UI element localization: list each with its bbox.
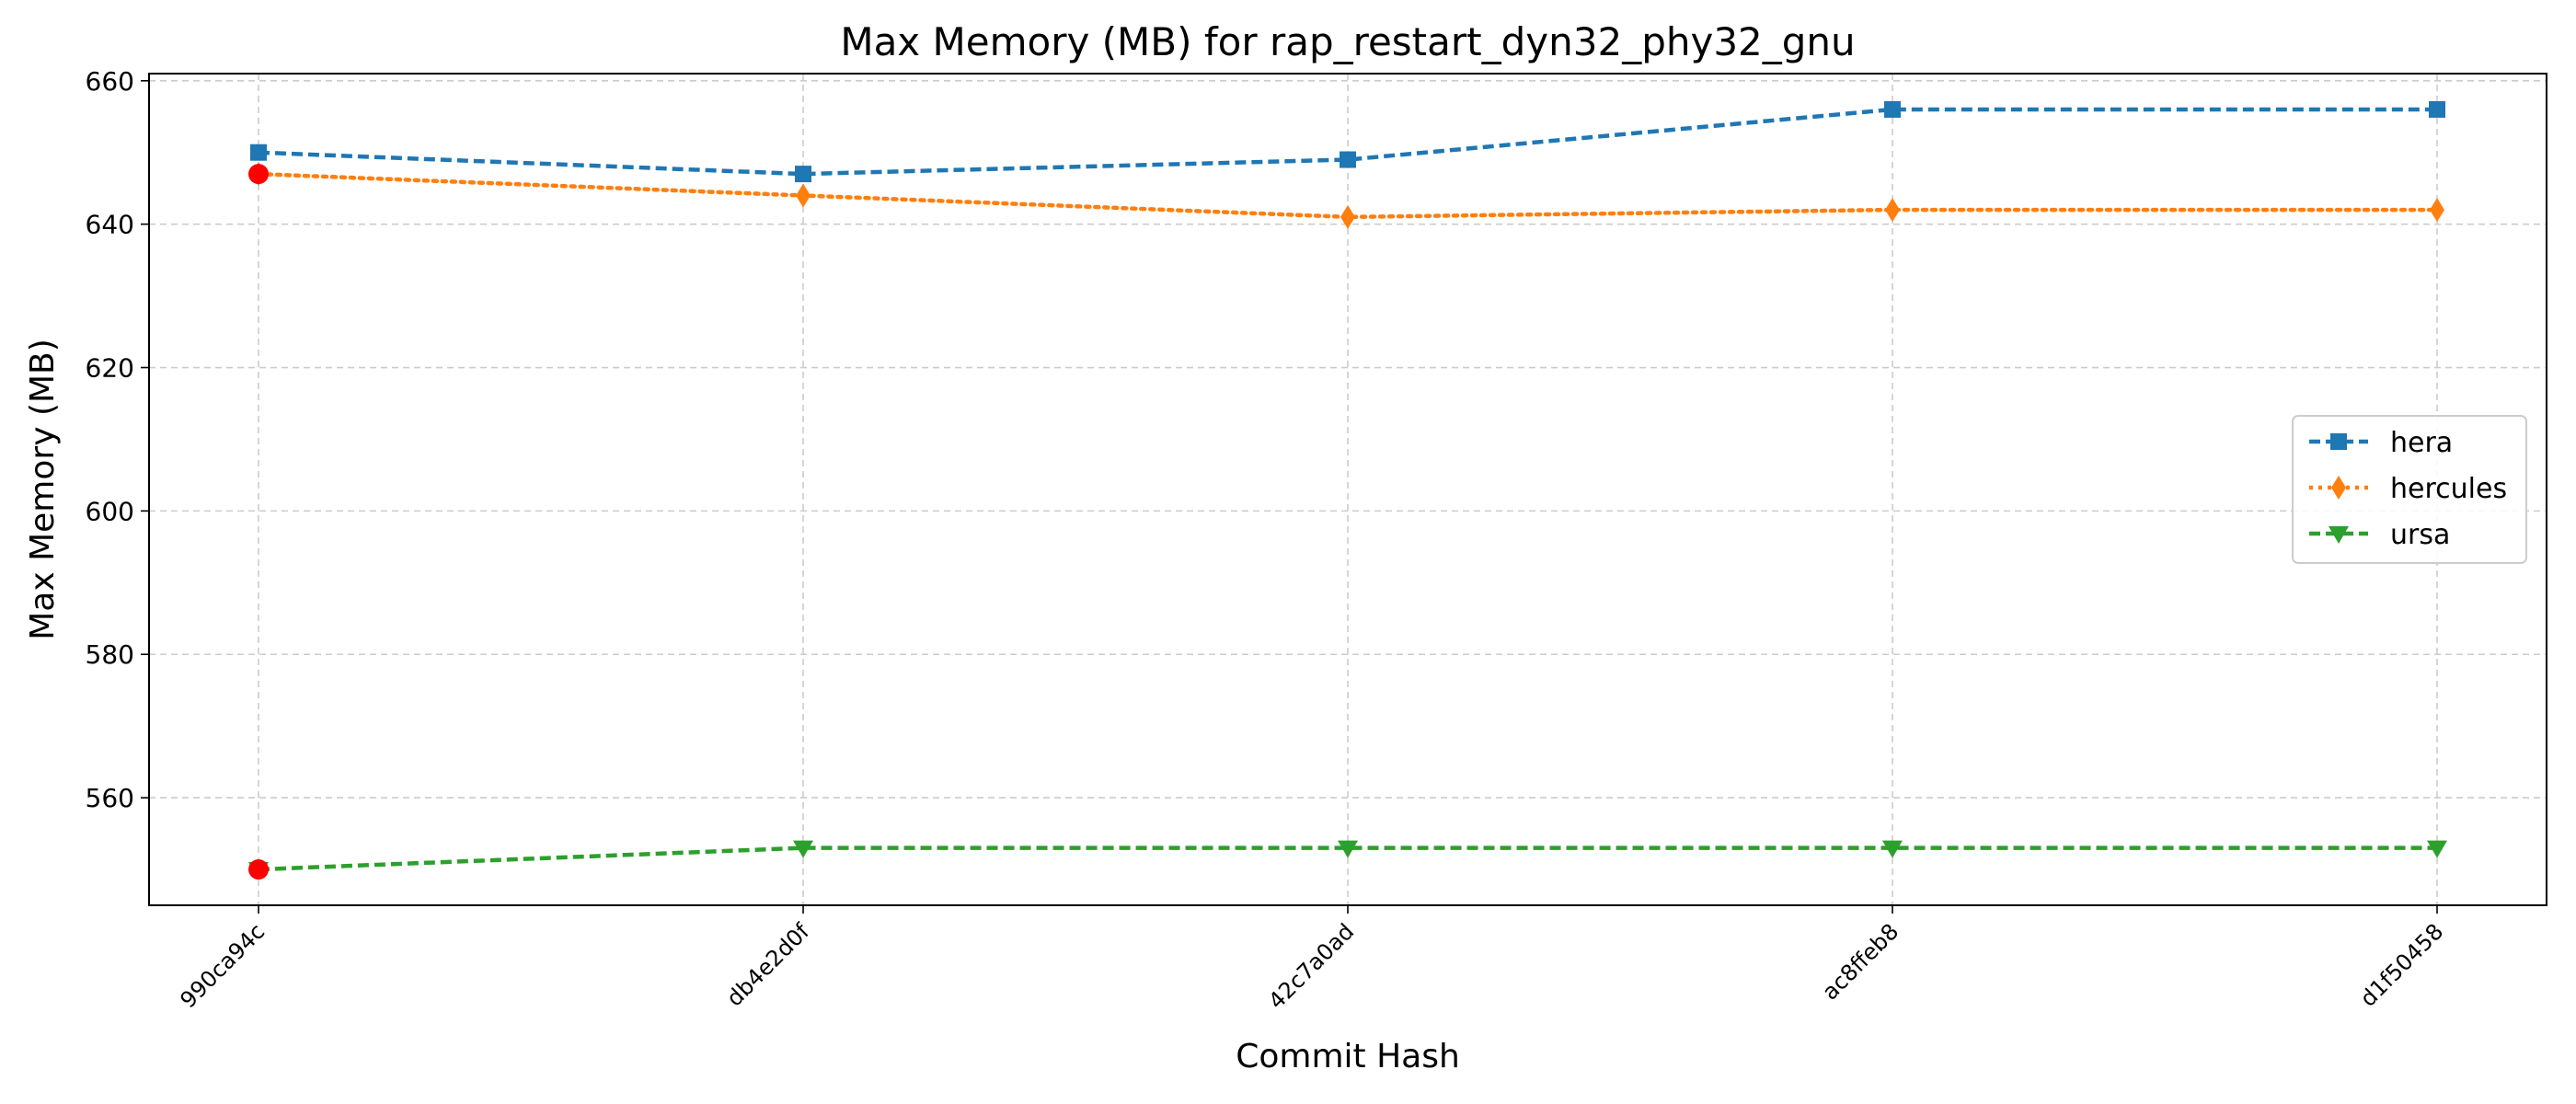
point-hercules-42c7a0ad [1340, 204, 1355, 229]
point-ursa-db4e2d0f [793, 840, 813, 858]
legend-marker-hera [2330, 433, 2347, 450]
y-tick-label-620: 620 [86, 353, 134, 384]
x-axis-label: Commit Hash [1236, 1038, 1460, 1075]
x-tick-label-db4e2d0f: db4e2d0f [721, 918, 814, 1011]
point-hercules-db4e2d0f [796, 183, 811, 208]
legend: hera hercules ursa [2292, 415, 2527, 564]
legend-marker-ursa [2329, 526, 2349, 544]
highlighted-points [248, 164, 269, 880]
highlight-point-hercules-990ca94c [248, 164, 269, 185]
y-tick-label-600: 600 [86, 496, 134, 526]
point-hera-42c7a0ad [1340, 151, 1356, 168]
y-tick-label-640: 640 [86, 210, 134, 240]
y-axis-label: Max Memory (MB) [24, 339, 62, 640]
legend-label-ursa: ursa [2390, 519, 2450, 551]
legend-box [2292, 415, 2527, 564]
legend-label-hera: hera [2390, 427, 2453, 459]
point-ursa-ac8ffeb8 [1882, 840, 1903, 858]
y-axis-ticks: 560 580 600 620 640 660 [86, 66, 149, 813]
grid [149, 74, 2547, 905]
series-line-ursa [258, 845, 2437, 872]
point-ursa-42c7a0ad [1338, 840, 1358, 858]
y-tick-label-580: 580 [86, 639, 134, 670]
x-axis-ticks: 990ca94c db4e2d0f 42c7a0ad ac8ffeb8 d1f50458 [175, 905, 2448, 1014]
point-hercules-d1f50458 [2430, 198, 2444, 223]
chart-title: Max Memory (MB) for rap_restart_dyn32_ph… [840, 19, 1855, 64]
highlight-point-ursa-990ca94c [248, 859, 269, 880]
x-tick-label-ac8ffeb8: ac8ffeb8 [1817, 918, 1903, 1005]
x-tick-label-990ca94c: 990ca94c [175, 918, 270, 1013]
x-tick-label-d1f50458: d1f50458 [2355, 918, 2448, 1011]
legend-label-hercules: hercules [2390, 473, 2507, 505]
x-tick-label-42c7a0ad: 42c7a0ad [1263, 918, 1359, 1014]
point-hercules-ac8ffeb8 [1885, 198, 1900, 223]
point-hera-db4e2d0f [795, 166, 811, 183]
y-tick-label-660: 660 [86, 66, 134, 97]
y-tick-label-560: 560 [86, 783, 134, 813]
point-ursa-d1f50458 [2427, 840, 2447, 858]
point-hera-ac8ffeb8 [1884, 100, 1901, 118]
point-hera-990ca94c [250, 144, 267, 161]
point-hera-d1f50458 [2429, 100, 2445, 118]
legend-marker-hercules [2331, 476, 2346, 500]
